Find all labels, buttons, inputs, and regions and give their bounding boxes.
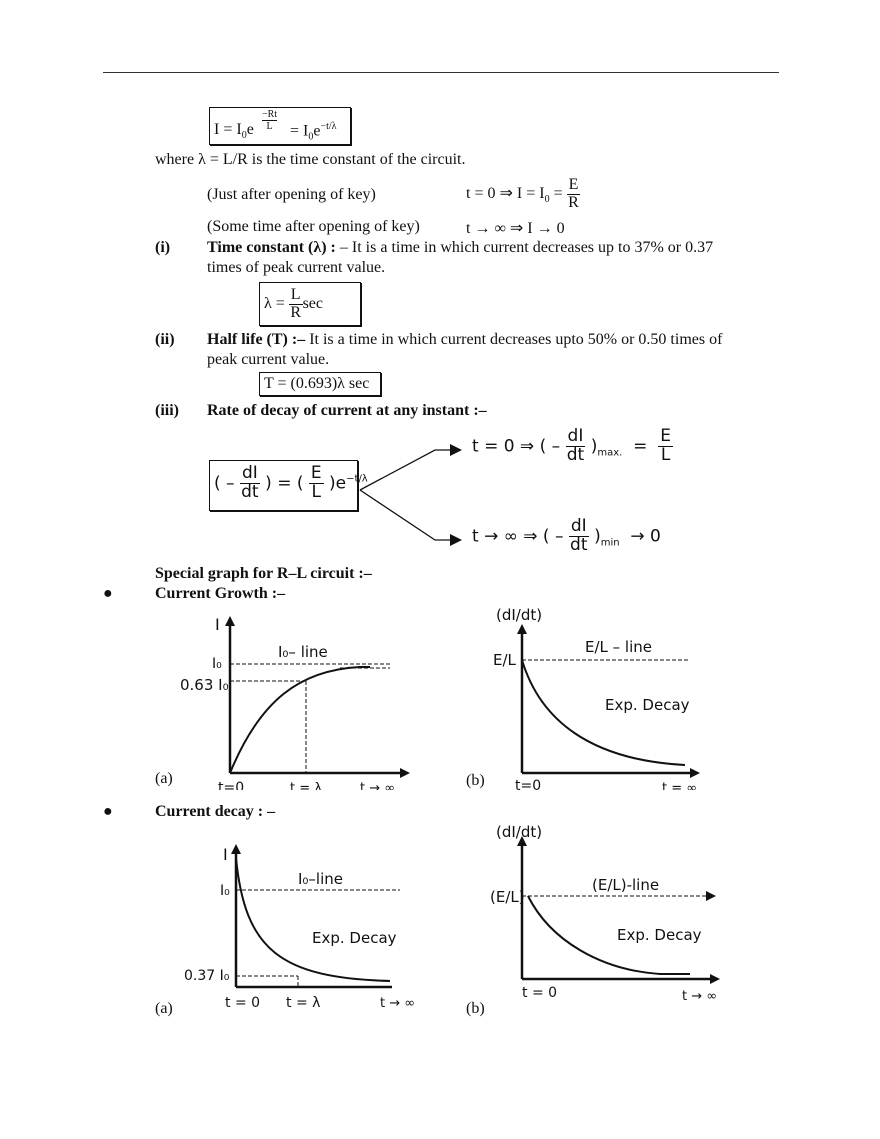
item-text: peak current value. (207, 351, 330, 368)
y-tick: 0.37 I₀ (184, 968, 230, 984)
item-number: (ii) (155, 331, 175, 348)
y-tick: I₀ (212, 656, 222, 672)
y-axis-label: (dI/dt) (496, 606, 542, 624)
section-heading: Special graph for R–L circuit :– (155, 565, 372, 582)
condition-label: (Some time after opening of key) (207, 218, 420, 235)
line-label: I₀– line (278, 643, 328, 661)
x-tick: t = 0 (225, 995, 260, 1011)
x-tick: t = 0 (522, 985, 557, 1001)
item-heading: Rate of decay of current at any instant … (207, 402, 487, 419)
item-number: (iii) (155, 402, 179, 419)
y-tick: I₀ (220, 883, 230, 899)
graph-tag: (b) (466, 1000, 485, 1017)
graph-current-growth-current: I I₀– line I₀ 0.63 I₀ t=0 t = λ t → ∞ (180, 615, 410, 790)
branch-arrows (359, 444, 462, 546)
graph-tag: (a) (155, 770, 173, 787)
where-text: where λ = L/R is the time constant of th… (155, 151, 466, 168)
item-text: Half life (T) :– It is a time in which c… (207, 331, 723, 348)
item-text: Time constant (λ) : – It is a time in wh… (207, 239, 714, 256)
bullet-icon: ● (103, 803, 113, 820)
growth-curve (229, 666, 370, 774)
x-tick: t → ∞ (380, 996, 415, 1011)
graph-tag: (a) (155, 1000, 173, 1017)
curve-label: Exp. Decay (312, 929, 397, 947)
section-heading: Current Growth :– (155, 585, 286, 602)
y-axis-label: I (215, 615, 220, 634)
item-text: times of peak current value. (207, 259, 386, 276)
y-axis-label: (dI/dt) (496, 823, 542, 841)
x-tick: t = λ (286, 995, 320, 1011)
x-tick: t = ∞ (662, 781, 697, 790)
x-tick: t → ∞ (682, 989, 717, 1004)
x-tick: t → ∞ (360, 781, 395, 790)
rate-case-min: t → ∞ ⇒ ( – dI dt )min → 0 (472, 516, 661, 555)
section-heading: Current decay : – (155, 803, 276, 820)
x-tick: t=0 (515, 778, 541, 790)
graph-current-decay-rate: (dI/dt) (E/L)-line (E/L) Exp. Decay t = … (490, 823, 720, 1004)
current-decay-formula: I = I0e −Rt L = I0e−t/λ (209, 107, 351, 145)
y-tick: E/L (493, 651, 517, 669)
header-rule (103, 72, 779, 73)
graph-current-decay-current: I I₀–line I₀ Exp. Decay 0.37 I₀ t = 0 t … (184, 844, 415, 1011)
item-number: (i) (155, 239, 171, 256)
x-tick: t=0 (218, 780, 244, 790)
y-tick: (E/L) (490, 888, 525, 906)
y-axis-label: I (223, 845, 228, 864)
y-tick: 0.63 I₀ (180, 676, 229, 694)
condition-expr: t → ∞ ⇒ I → 0 (466, 220, 565, 237)
line-label: I₀–line (298, 870, 343, 888)
curve-label: Exp. Decay (617, 926, 702, 944)
half-life-formula: T = (0.693)λ sec (259, 372, 381, 396)
curve-label: Exp. Decay (605, 696, 690, 714)
x-tick: t = λ (290, 781, 322, 790)
line-label: (E/L)-line (592, 876, 659, 894)
graph-tag: (b) (466, 772, 485, 789)
condition-label: (Just after opening of key) (207, 186, 376, 203)
bullet-icon: ● (103, 585, 113, 602)
line-label: E/L – line (585, 638, 652, 656)
graph-current-growth-rate: (dI/dt) E/L – line E/L Exp. Decay t=0 t … (493, 606, 700, 790)
